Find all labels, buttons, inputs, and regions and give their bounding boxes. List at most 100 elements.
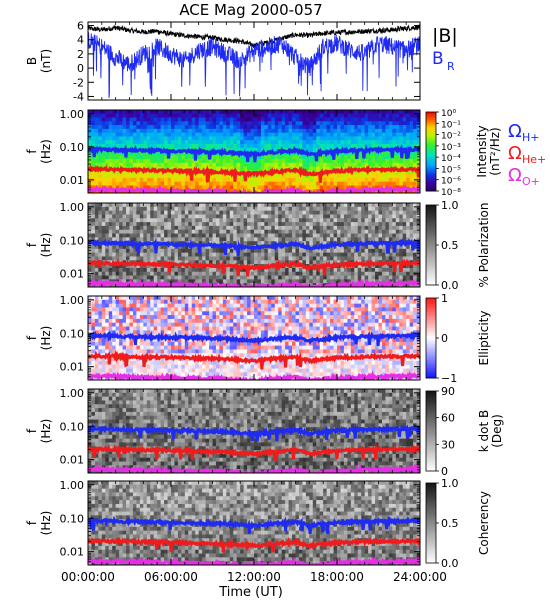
spectrogram-cell	[94, 330, 99, 335]
spectrogram-cell	[108, 245, 113, 250]
spectrogram-cell	[316, 214, 321, 219]
spectrogram-cell	[195, 229, 200, 234]
spectrogram-cell	[385, 143, 390, 149]
spectrogram-cell	[295, 177, 300, 183]
spectrogram-cell	[323, 214, 328, 219]
spectrogram-cell	[126, 214, 130, 219]
spectrogram-cell	[326, 117, 331, 122]
spectrogram-cell	[281, 237, 286, 242]
spectrogram-cell	[409, 225, 414, 231]
spectrogram-cell	[368, 264, 372, 269]
spectrogram-cell	[150, 252, 155, 257]
spectrogram-cell	[350, 256, 355, 261]
spectrogram-cell	[202, 185, 206, 190]
spectrogram-cell	[219, 203, 224, 208]
spectrogram-cell	[88, 170, 92, 175]
spectrogram-cell	[105, 206, 110, 212]
spectrogram-cell	[257, 159, 262, 164]
spectrogram-cell	[326, 121, 331, 126]
spectrogram-cell	[177, 222, 182, 227]
spectrogram-cell	[115, 110, 120, 115]
spectrogram-cell	[105, 299, 110, 305]
spectrogram-cell	[160, 117, 165, 122]
spectrogram-cell	[126, 364, 130, 369]
spectrogram-cell	[122, 322, 127, 327]
spectrogram-cell	[281, 140, 286, 145]
spectrogram-cell	[157, 203, 162, 208]
spectrogram-cell	[164, 229, 168, 234]
spectrogram-cell	[267, 210, 272, 215]
spectrogram-cell	[112, 364, 117, 369]
spectrogram-cell	[402, 174, 407, 179]
spectrogram-cell	[326, 241, 331, 246]
spectrogram-cell	[177, 225, 182, 231]
spectrogram-cell	[91, 110, 96, 115]
spectrogram-cell	[181, 155, 186, 160]
spectrogram-cell	[292, 143, 296, 149]
colorbar-swatch	[426, 281, 436, 284]
spectrogram-cell	[122, 275, 127, 280]
spectrogram-cell	[285, 267, 289, 273]
spectrogram-cell	[236, 177, 241, 183]
spectrogram-cell	[406, 275, 411, 280]
spectrogram-cell	[198, 113, 203, 118]
spectrogram-cell	[254, 237, 258, 242]
spectrogram-cell	[295, 225, 300, 231]
spectrogram-cell	[122, 311, 127, 316]
spectrogram-cell	[264, 225, 269, 231]
spectrogram-cell	[209, 185, 213, 190]
spectrogram-cell	[354, 140, 359, 145]
spectrogram-cell	[364, 136, 369, 141]
spectrogram-cell	[191, 110, 196, 115]
spectrogram-cell	[222, 271, 227, 276]
spectrogram-cell	[413, 275, 417, 280]
spectrogram-cell	[350, 155, 355, 160]
spectrogram-cell	[101, 296, 106, 301]
spectrogram-cell	[316, 218, 321, 223]
gyro-legend-sub: O+	[522, 175, 540, 188]
spectrogram-cell	[177, 155, 182, 160]
spectrogram-cell	[378, 143, 383, 149]
spectrogram-cell	[240, 117, 245, 122]
spectrogram-cell	[354, 113, 359, 118]
spectrogram-cell	[108, 136, 113, 141]
spectrogram-cell	[240, 248, 245, 254]
spectrogram-cell	[146, 185, 151, 190]
spectrogram-cell	[278, 174, 283, 179]
colorbar-swatch	[426, 213, 436, 216]
spectrogram-cell	[385, 174, 390, 179]
spectrogram-cell	[222, 279, 227, 284]
spectrogram-cell	[319, 113, 324, 118]
spectrogram-cell	[274, 267, 279, 273]
spectrogram-cell	[250, 210, 255, 215]
spectrogram-cell	[98, 136, 103, 141]
spectrogram-cell	[409, 203, 414, 208]
spectrogram-cell	[257, 185, 262, 190]
spectrogram-cell	[150, 229, 155, 234]
spectrogram-cell	[250, 203, 255, 208]
spectrogram-cell	[247, 147, 251, 152]
spectrogram-cell	[181, 121, 186, 126]
spectrogram-cell	[191, 279, 196, 284]
spectrogram-cell	[191, 177, 196, 183]
spectrogram-cell	[136, 181, 141, 186]
spectrogram-cell	[323, 159, 328, 164]
spectrogram-cell	[157, 252, 162, 257]
spectrogram-cell	[354, 222, 359, 227]
spectrogram-cell	[243, 140, 248, 145]
spectrogram-cell	[236, 136, 241, 141]
spectrogram-cell	[181, 177, 186, 183]
spectrogram-cell	[295, 275, 300, 280]
spectrogram-cell	[132, 245, 137, 250]
spectrogram-cell	[316, 110, 321, 115]
spectrogram-cell	[285, 248, 289, 254]
spectrogram-cell	[319, 181, 324, 186]
spectrogram-cell	[285, 271, 289, 276]
spectrogram-cell	[105, 248, 110, 254]
spectrogram-cell	[122, 140, 127, 145]
spectrogram-cell	[354, 203, 359, 208]
spectrogram-cell	[143, 233, 148, 238]
spectrogram-cell	[309, 177, 314, 183]
spectrogram-cell	[388, 181, 393, 186]
spectrogram-cell	[378, 267, 383, 273]
